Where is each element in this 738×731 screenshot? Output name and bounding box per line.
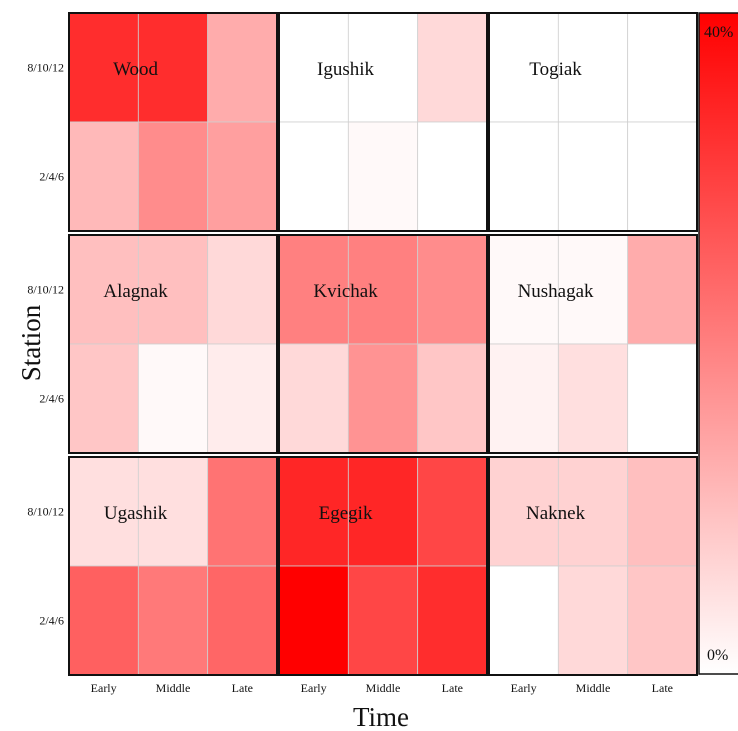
- heatmap-cell: [68, 343, 139, 454]
- heatmap-cell: [417, 121, 488, 232]
- x-tick-label: Early: [91, 681, 117, 695]
- heatmap-cell: [627, 343, 698, 454]
- panel-egegik: Egegik: [278, 456, 488, 676]
- heatmap-cell: [557, 121, 629, 232]
- heatmap-cell: [137, 565, 209, 676]
- x-tick-label: Late: [232, 681, 253, 695]
- panel-title-naknek: Naknek: [526, 503, 586, 524]
- panel-title-igushik: Igushik: [317, 59, 375, 80]
- panel-alagnak: Alagnak: [68, 234, 278, 454]
- x-tick-label: Middle: [576, 681, 611, 695]
- heatmap-cell: [278, 565, 349, 676]
- y-axis-label: Station: [16, 304, 46, 381]
- heatmap-cell: [137, 121, 209, 232]
- x-tick-label: Late: [652, 681, 673, 695]
- panel-naknek: Naknek: [488, 456, 698, 676]
- panel-title-ugashik: Ugashik: [104, 503, 168, 524]
- heatmap-cell: [347, 12, 419, 123]
- panel-border: [488, 12, 698, 232]
- colorbar-min-label: 0%: [707, 647, 728, 664]
- y-tick-label: 2/4/6: [39, 392, 64, 406]
- panel-ugashik: Ugashik: [68, 456, 278, 676]
- heatmap-cell: [557, 565, 629, 676]
- panel-border: [278, 12, 488, 232]
- panel-border: [278, 234, 488, 454]
- heatmap-cell: [68, 121, 139, 232]
- heatmap-cell: [417, 12, 488, 123]
- panel-border: [488, 234, 698, 454]
- y-tick-label: 8/10/12: [27, 61, 64, 75]
- y-tick-label: 2/4/6: [39, 614, 64, 628]
- panel-kvichak: Kvichak: [278, 234, 488, 454]
- heatmap-cell: [137, 343, 209, 454]
- heatmap-cell: [207, 234, 278, 345]
- colorbar-max-label: 40%: [704, 24, 733, 41]
- heatmap-cell: [278, 343, 349, 454]
- heatmap-cell: [488, 234, 559, 345]
- heatmap-cell: [68, 234, 139, 345]
- heatmap-cell: [347, 234, 419, 345]
- panel-border: [68, 12, 278, 232]
- heatmap-cell: [557, 12, 629, 123]
- heatmap-cell: [488, 121, 559, 232]
- panel-wood: Wood: [68, 12, 278, 232]
- heatmap-cell: [557, 456, 629, 567]
- heatmap-cell: [488, 12, 559, 123]
- heatmap-cell: [488, 565, 559, 676]
- panel-togiak: Togiak: [488, 12, 698, 232]
- y-tick-label: 8/10/12: [27, 283, 64, 297]
- panel-border: [278, 456, 488, 676]
- heatmap-cell: [347, 565, 419, 676]
- x-tick-label: Early: [511, 681, 537, 695]
- heatmap-cell: [488, 343, 559, 454]
- heatmap-cell: [207, 12, 278, 123]
- heatmap-cell: [278, 234, 349, 345]
- heatmap-cell: [627, 121, 698, 232]
- heatmap-cell: [627, 456, 698, 567]
- x-tick-label: Middle: [366, 681, 401, 695]
- heatmap-cell: [417, 456, 488, 567]
- heatmap-cell: [417, 234, 488, 345]
- heatmap-cell: [207, 121, 278, 232]
- heatmap-cell: [557, 234, 629, 345]
- x-axis-label: Time: [353, 702, 409, 731]
- panel-title-togiak: Togiak: [529, 59, 582, 80]
- colorbar: [698, 12, 738, 675]
- panel-border: [488, 456, 698, 676]
- panel-title-egegik: Egegik: [319, 503, 373, 524]
- heatmap-cell: [627, 565, 698, 676]
- heatmap-cell: [627, 234, 698, 345]
- y-tick-label: 8/10/12: [27, 505, 64, 519]
- heatmap-cell: [207, 343, 278, 454]
- panel-title-wood: Wood: [113, 59, 158, 80]
- panel-title-nushagak: Nushagak: [518, 281, 594, 302]
- x-tick-label: Middle: [156, 681, 191, 695]
- heatmap-cell: [417, 565, 488, 676]
- heatmap-cell: [417, 343, 488, 454]
- panel-title-alagnak: Alagnak: [103, 281, 168, 302]
- heatmap-cell: [137, 12, 209, 123]
- panel-nushagak: Nushagak: [488, 234, 698, 454]
- heatmap-cell: [627, 12, 698, 123]
- panel-border: [68, 456, 278, 676]
- heatmap-cell: [347, 456, 419, 567]
- heatmap-cell: [207, 456, 278, 567]
- heatmap-cell: [207, 565, 278, 676]
- x-tick-label: Late: [442, 681, 463, 695]
- y-tick-label: 2/4/6: [39, 170, 64, 184]
- panel-title-kvichak: Kvichak: [313, 281, 378, 302]
- heatmap-cell: [68, 456, 139, 567]
- heatmap-cell: [68, 12, 139, 123]
- heatmap-cell: [347, 121, 419, 232]
- panel-igushik: Igushik: [278, 12, 488, 232]
- heatmap-cell: [68, 565, 139, 676]
- panel-border: [68, 234, 278, 454]
- heatmap-cell: [347, 343, 419, 454]
- heatmap-cell: [278, 121, 349, 232]
- heatmap-cell: [557, 343, 629, 454]
- heatmap-cell: [278, 456, 349, 567]
- x-tick-label: Early: [301, 681, 327, 695]
